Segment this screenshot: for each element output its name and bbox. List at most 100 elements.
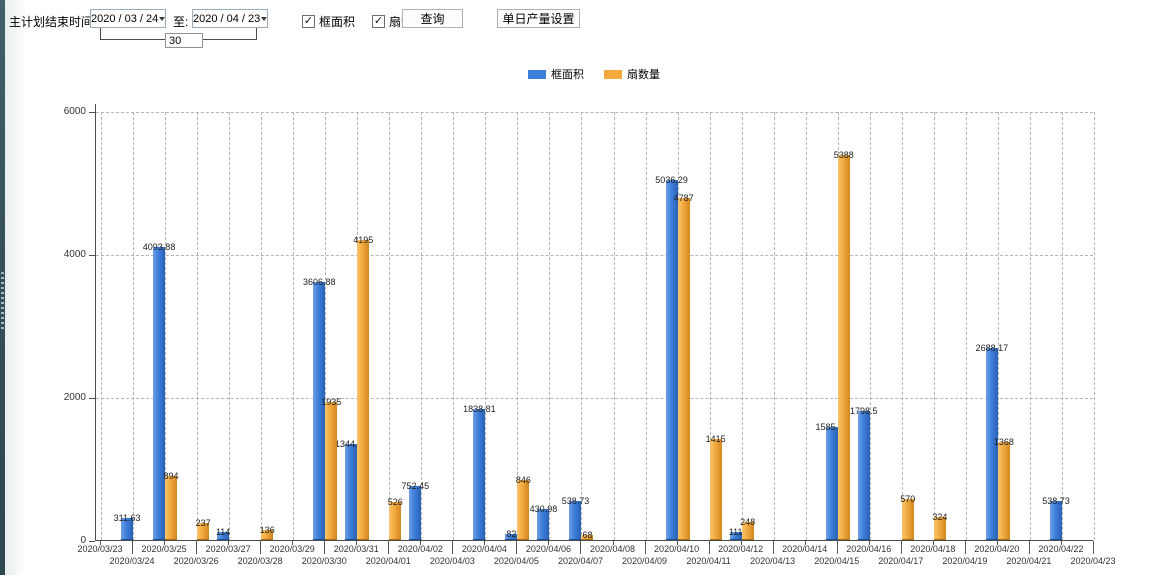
- x-tick-label: 2020/04/07: [557, 556, 603, 566]
- v-gridline: [453, 112, 455, 540]
- x-tick-mark: [1028, 541, 1030, 554]
- bar-value-label: 311.63: [113, 512, 141, 523]
- start-date-dropdown-button[interactable]: [158, 10, 165, 27]
- x-tick-mark: [612, 541, 614, 545]
- x-tick-label: 2020/03/27: [205, 544, 251, 554]
- v-gridline: [389, 112, 391, 540]
- x-tick-mark: [836, 541, 838, 554]
- x-tick-label: 2020/03/30: [301, 556, 347, 566]
- v-gridline: [133, 112, 135, 540]
- x-axis: 2020/03/23 2020/03/24 2020/03/25 2020/03/26…: [77, 541, 1116, 573]
- bar-frame-area: [729, 532, 742, 540]
- bar-value-label: 1798.5: [850, 406, 878, 417]
- bar-frame-area: [537, 509, 550, 540]
- x-tick-mark: [388, 541, 390, 554]
- x-tick-mark: [260, 541, 262, 554]
- v-gridline: [645, 112, 647, 540]
- bar-fan-count: [357, 240, 370, 540]
- bar-value-label: 4787: [673, 192, 694, 203]
- y-tick-label: 4000: [63, 249, 86, 260]
- x-tick-label: 2020/04/13: [750, 556, 796, 566]
- v-gridline: [517, 112, 519, 540]
- bar-value-label: 526: [387, 497, 403, 508]
- bar-frame-area: [121, 517, 134, 540]
- x-tick-label: 2020/03/24: [109, 556, 155, 566]
- legend-label: 框面积: [551, 69, 584, 81]
- bar-fan-count: [997, 442, 1010, 540]
- bar-frame-area: [345, 443, 358, 540]
- bar-frame-area: [473, 408, 486, 540]
- v-gridline: [901, 112, 903, 540]
- x-tick-mark: [292, 541, 294, 545]
- x-tick-mark: [932, 541, 934, 545]
- x-tick-label: 2020/03/25: [141, 544, 187, 554]
- bar-value-label: 570: [900, 494, 916, 505]
- interval-days-input[interactable]: 30: [165, 33, 203, 48]
- bar-value-label: 111: [728, 527, 743, 538]
- daily-output-settings-button[interactable]: 单日产量设置: [497, 9, 580, 28]
- to-label: 至:: [173, 15, 189, 29]
- bar-value-label: 237: [195, 518, 211, 529]
- v-gridline: [325, 112, 327, 540]
- chevron-down-icon: [158, 16, 165, 21]
- x-tick-mark: [516, 541, 518, 554]
- bar-fan-count: [901, 499, 914, 540]
- legend-item-frame-area: 框面积: [528, 66, 584, 82]
- x-tick-label: 2020/04/01: [365, 556, 411, 566]
- bar-fan-count: [197, 523, 210, 540]
- x-tick-label: 2020/04/10: [654, 544, 700, 554]
- query-button[interactable]: 查询: [402, 9, 463, 28]
- bar-frame-area: [665, 179, 678, 540]
- checkbox-box: ✓: [302, 15, 315, 28]
- x-tick-label: 2020/03/28: [237, 556, 283, 566]
- bar-value-label: 82: [506, 529, 517, 540]
- bar-value-label: 1838.81: [463, 403, 496, 414]
- x-tick-label: 2020/04/17: [878, 556, 924, 566]
- v-gridline: [1061, 112, 1063, 540]
- y-tick-label: 0: [80, 535, 86, 546]
- legend-item-fan-count: 扇数量: [604, 66, 660, 82]
- x-tick-label: 2020/03/29: [269, 544, 315, 554]
- x-tick-mark: [548, 541, 550, 545]
- v-gridline: [1094, 112, 1095, 540]
- bar-value-label: 136: [259, 525, 275, 536]
- bar-frame-area: [409, 486, 422, 540]
- x-tick-mark: [356, 541, 358, 545]
- x-tick-label: 2020/04/21: [1006, 556, 1052, 566]
- bar-fan-count: [581, 535, 594, 540]
- x-tick-mark: [772, 541, 774, 554]
- connector-line-right: [203, 28, 257, 40]
- side-panel-shadow: [5, 0, 27, 575]
- frame-area-checkbox[interactable]: ✓ 框面积: [302, 13, 355, 30]
- v-gridline: [773, 112, 775, 540]
- start-date-value: 2020 / 03 / 24: [91, 12, 159, 25]
- x-tick-label: 2020/04/03: [429, 556, 475, 566]
- x-tick-label: 2020/04/15: [814, 556, 860, 566]
- splitter-grip-icon[interactable]: [1, 272, 4, 330]
- end-date-dropdown-button[interactable]: [260, 10, 267, 27]
- v-gridline: [997, 112, 999, 540]
- v-gridline: [421, 112, 423, 540]
- bar-fan-count: [933, 516, 946, 540]
- x-tick-mark: [420, 541, 422, 545]
- v-gridline: [965, 112, 967, 540]
- bar-value-label: 1368: [993, 437, 1014, 448]
- x-tick-label: 2020/04/20: [974, 544, 1020, 554]
- start-date-picker[interactable]: 2020 / 03 / 24: [90, 9, 166, 28]
- x-tick-mark: [196, 541, 198, 554]
- end-date-value: 2020 / 04 / 23: [193, 12, 261, 25]
- v-gridline: [709, 112, 711, 540]
- x-tick-mark: [228, 541, 230, 545]
- x-tick-mark: [676, 541, 678, 545]
- v-gridline: [805, 112, 807, 540]
- bar-value-label: 4195: [353, 235, 374, 246]
- x-tick-label: 2020/04/06: [525, 544, 571, 554]
- plot-area: 311.63 4093.88 114 3606.88 1344.95 752.45 1838…: [95, 104, 1095, 541]
- bar-value-label: 538.73: [561, 496, 590, 507]
- bar-value-label: 430.98: [529, 504, 558, 515]
- end-date-picker[interactable]: 2020 / 04 / 23: [192, 9, 268, 28]
- checkmark-icon: ✓: [303, 15, 314, 27]
- bar-value-label: 248: [740, 517, 756, 528]
- x-tick-label: 2020/04/23: [1070, 556, 1116, 566]
- bar-frame-area: [1049, 501, 1062, 540]
